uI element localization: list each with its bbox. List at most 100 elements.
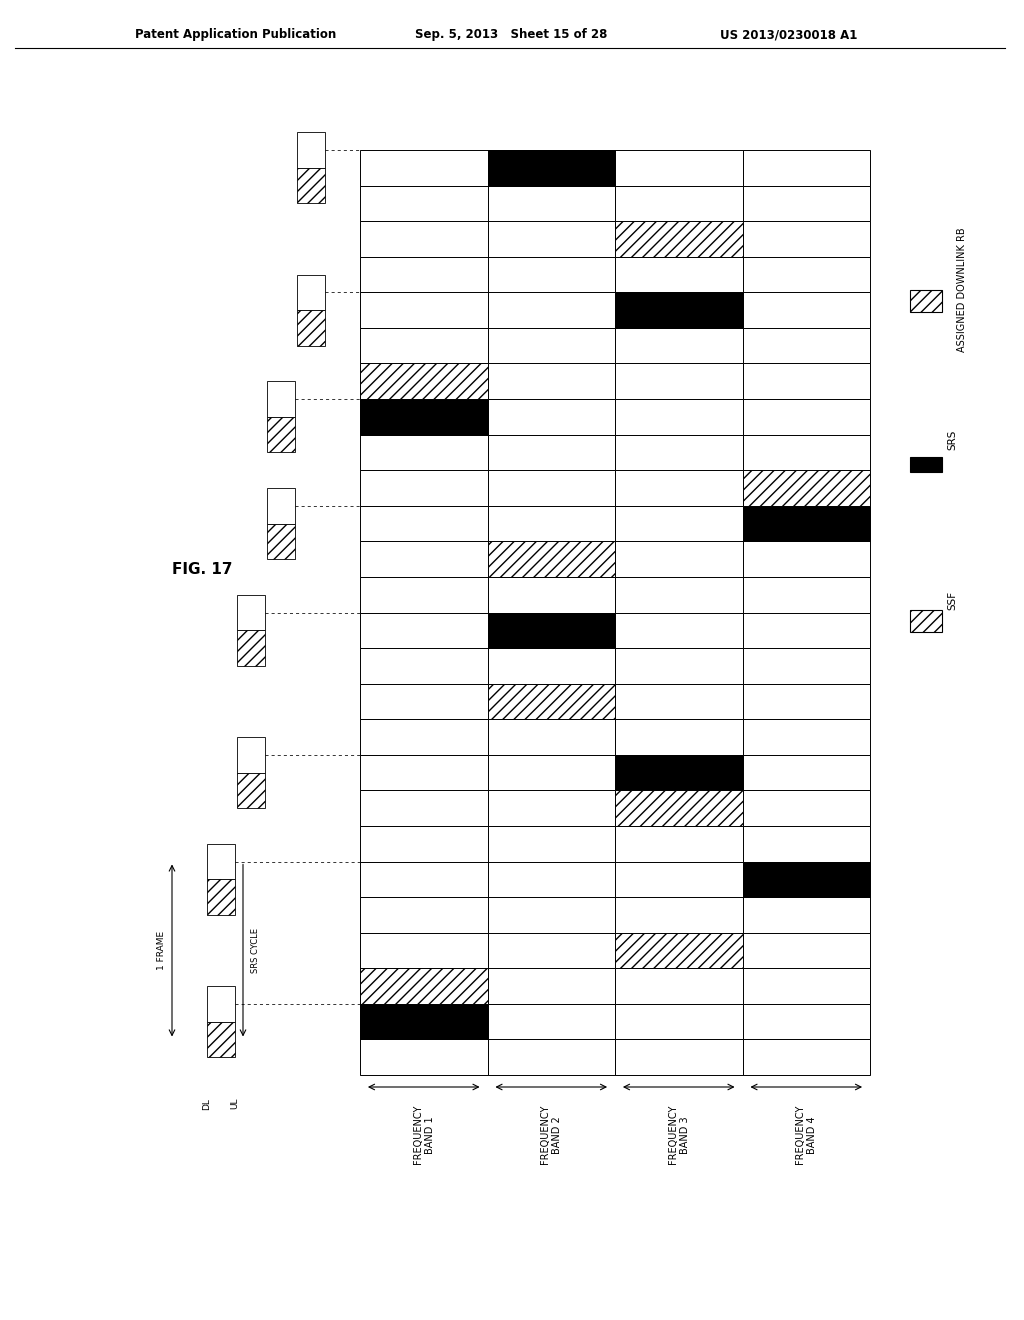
Bar <box>615 933 742 969</box>
Bar <box>742 684 870 719</box>
Bar <box>615 1039 742 1074</box>
Bar <box>487 933 615 969</box>
Bar <box>267 488 295 524</box>
Bar <box>267 381 295 417</box>
Bar <box>615 150 742 186</box>
Text: SRS: SRS <box>947 430 957 450</box>
Bar <box>615 969 742 1003</box>
Text: FREQUENCY
BAND 1: FREQUENCY BAND 1 <box>413 1105 435 1164</box>
Bar <box>487 648 615 684</box>
Bar <box>742 506 870 541</box>
Bar <box>615 399 742 434</box>
Bar <box>615 1003 742 1039</box>
Bar <box>910 610 942 632</box>
Bar <box>615 791 742 826</box>
Bar <box>360 399 487 434</box>
Bar <box>207 843 234 879</box>
Bar <box>360 612 487 648</box>
Bar <box>360 222 487 256</box>
Bar <box>267 524 295 560</box>
Bar <box>742 506 870 541</box>
Bar <box>615 292 742 327</box>
Bar <box>360 541 487 577</box>
Bar <box>360 506 487 541</box>
Text: 1 FRAME: 1 FRAME <box>157 931 166 970</box>
Bar <box>742 648 870 684</box>
Bar <box>360 363 487 399</box>
Bar <box>742 292 870 327</box>
Bar <box>360 1003 487 1039</box>
Bar <box>742 862 870 898</box>
Bar <box>742 791 870 826</box>
Bar <box>487 1003 615 1039</box>
Bar <box>487 186 615 222</box>
Bar <box>297 168 325 203</box>
Bar <box>615 470 742 506</box>
Bar <box>742 862 870 898</box>
Bar <box>360 791 487 826</box>
Bar <box>487 612 615 648</box>
Bar <box>487 719 615 755</box>
Bar <box>742 470 870 506</box>
Bar <box>742 470 870 506</box>
Bar <box>487 541 615 577</box>
Bar <box>742 898 870 933</box>
Bar <box>487 363 615 399</box>
Bar <box>615 684 742 719</box>
Bar <box>360 577 487 612</box>
Bar <box>237 595 265 630</box>
Bar <box>615 862 742 898</box>
Bar <box>237 630 265 665</box>
Bar <box>360 1039 487 1074</box>
Bar <box>742 186 870 222</box>
Bar <box>360 969 487 1003</box>
Bar <box>615 506 742 541</box>
Bar <box>487 470 615 506</box>
Bar <box>360 898 487 933</box>
Bar <box>742 256 870 292</box>
Bar <box>615 186 742 222</box>
Text: FIG. 17: FIG. 17 <box>172 562 232 578</box>
Bar <box>487 1039 615 1074</box>
Bar <box>360 826 487 862</box>
Text: Sep. 5, 2013   Sheet 15 of 28: Sep. 5, 2013 Sheet 15 of 28 <box>415 28 607 41</box>
Bar <box>615 933 742 969</box>
Bar <box>360 327 487 363</box>
Bar <box>487 327 615 363</box>
Bar <box>360 292 487 327</box>
Bar <box>615 222 742 256</box>
Bar <box>615 826 742 862</box>
Bar <box>742 826 870 862</box>
Bar <box>742 719 870 755</box>
Bar <box>297 275 325 310</box>
Text: UL: UL <box>230 1098 240 1109</box>
Bar <box>487 292 615 327</box>
Bar <box>360 755 487 791</box>
Bar <box>207 1022 234 1057</box>
Bar <box>615 292 742 327</box>
Bar <box>207 879 234 915</box>
Bar <box>615 719 742 755</box>
Bar <box>615 648 742 684</box>
Bar <box>487 256 615 292</box>
Bar <box>360 862 487 898</box>
Bar <box>487 862 615 898</box>
Bar <box>487 506 615 541</box>
Bar <box>237 737 265 772</box>
Text: FREQUENCY
BAND 3: FREQUENCY BAND 3 <box>668 1105 690 1164</box>
Bar <box>487 755 615 791</box>
Bar <box>360 186 487 222</box>
Bar <box>487 399 615 434</box>
Text: ASSIGNED DOWNLINK RB: ASSIGNED DOWNLINK RB <box>957 227 967 352</box>
Bar <box>615 327 742 363</box>
Bar <box>207 986 234 1022</box>
Text: FREQUENCY
BAND 4: FREQUENCY BAND 4 <box>795 1105 817 1164</box>
Bar <box>615 222 742 256</box>
Bar <box>742 755 870 791</box>
Bar <box>742 327 870 363</box>
Bar <box>487 684 615 719</box>
Text: US 2013/0230018 A1: US 2013/0230018 A1 <box>720 28 857 41</box>
Bar <box>742 969 870 1003</box>
Bar <box>360 399 487 434</box>
Bar <box>360 648 487 684</box>
